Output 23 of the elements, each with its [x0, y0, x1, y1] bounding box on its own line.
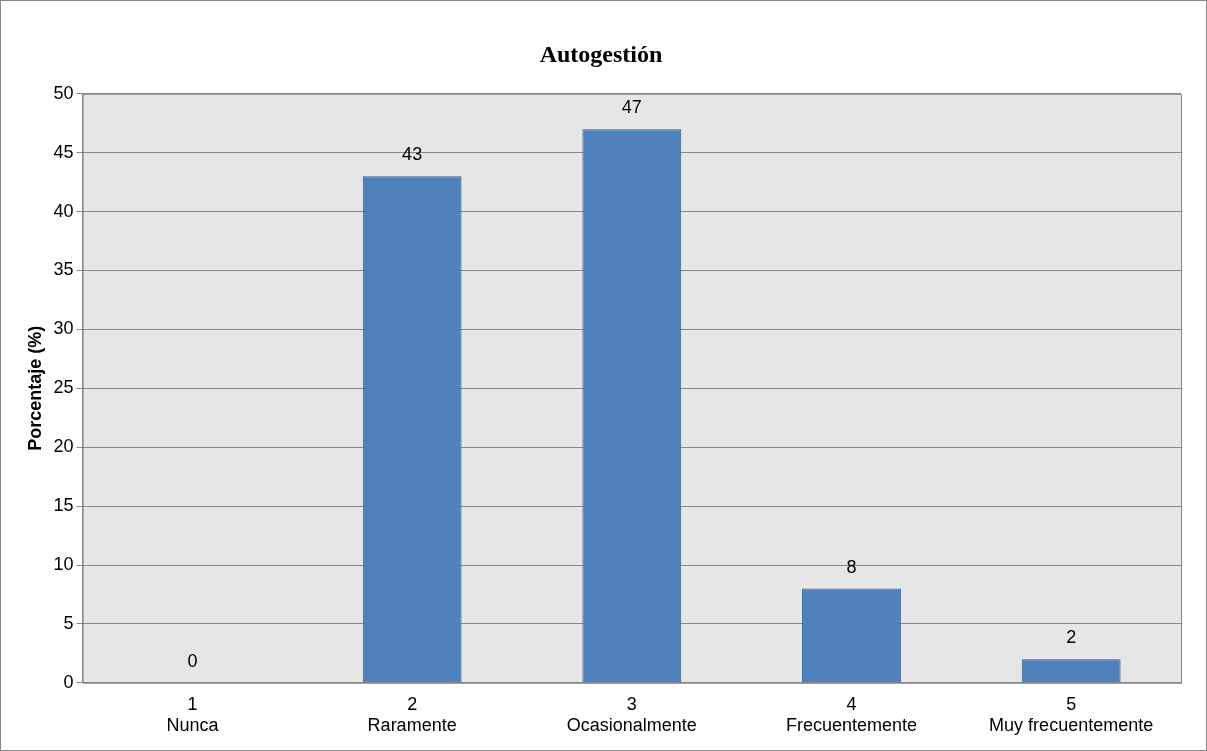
x-tick-label: 4 Frecuentemente	[785, 693, 918, 736]
data-label: 0	[187, 650, 198, 671]
y-tick-label: 10	[53, 553, 74, 574]
y-tick-label: 15	[53, 495, 74, 516]
y-tick-label: 0	[63, 671, 74, 692]
data-label: 47	[621, 97, 642, 118]
chart-title: Autogestión	[539, 40, 663, 67]
y-tick-label: 45	[53, 141, 74, 162]
y-tick-label: 40	[53, 200, 74, 221]
y-tick-label: 5	[63, 612, 74, 633]
y-tick-label: 35	[53, 259, 74, 280]
y-tick-label: 30	[53, 318, 74, 339]
data-label: 2	[1066, 627, 1077, 648]
x-tick-label: 1 Nunca	[166, 693, 220, 736]
y-tick-label: 25	[53, 377, 74, 398]
x-tick-label: 5 Muy frecuentemente	[989, 693, 1154, 736]
y-axis-title: Porcentaje (%)	[24, 325, 45, 451]
x-tick-label: 2 Raramente	[367, 693, 457, 736]
y-tick-label: 20	[53, 436, 74, 457]
x-tick-label: 3 Ocasionalmente	[566, 693, 697, 736]
data-label: 43	[402, 144, 423, 165]
y-tick-label: 50	[53, 82, 74, 103]
data-label: 8	[846, 556, 857, 577]
